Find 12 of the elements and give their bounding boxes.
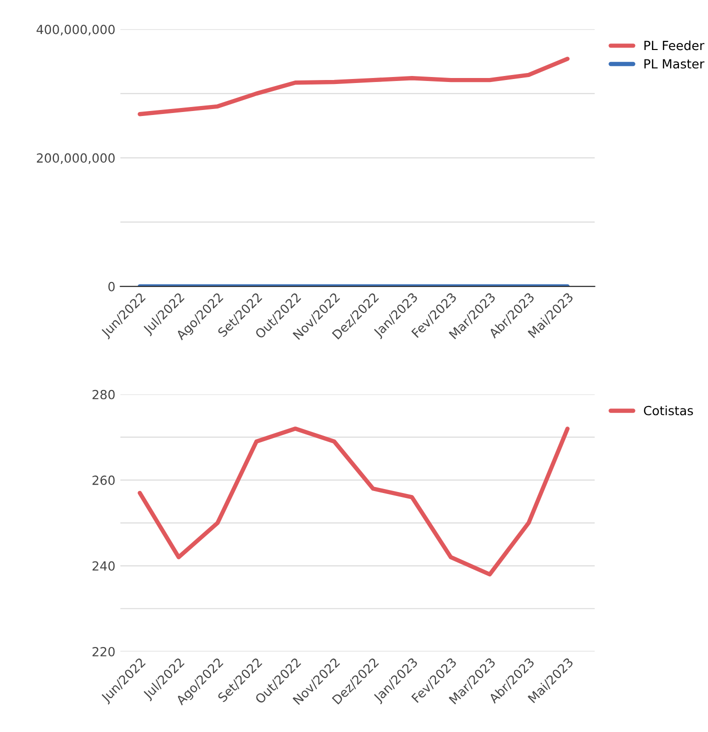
y-tick-label: 0 [108, 282, 115, 292]
y-tick-label: 200,000,000 [36, 153, 115, 164]
legend-label: PL Feeder [644, 40, 704, 50]
line-series [138, 56, 570, 116]
line-series [138, 426, 570, 576]
y-tick-label: 220 [92, 646, 115, 656]
y-tick-label: 260 [92, 476, 115, 485]
y-tick-label: 400,000,000 [36, 24, 115, 36]
y-tick-label: 280 [92, 390, 115, 400]
legend-label: Cotistas [644, 406, 693, 416]
y-tick-label: 240 [92, 561, 115, 571]
legend-label: PL Master [644, 59, 704, 69]
